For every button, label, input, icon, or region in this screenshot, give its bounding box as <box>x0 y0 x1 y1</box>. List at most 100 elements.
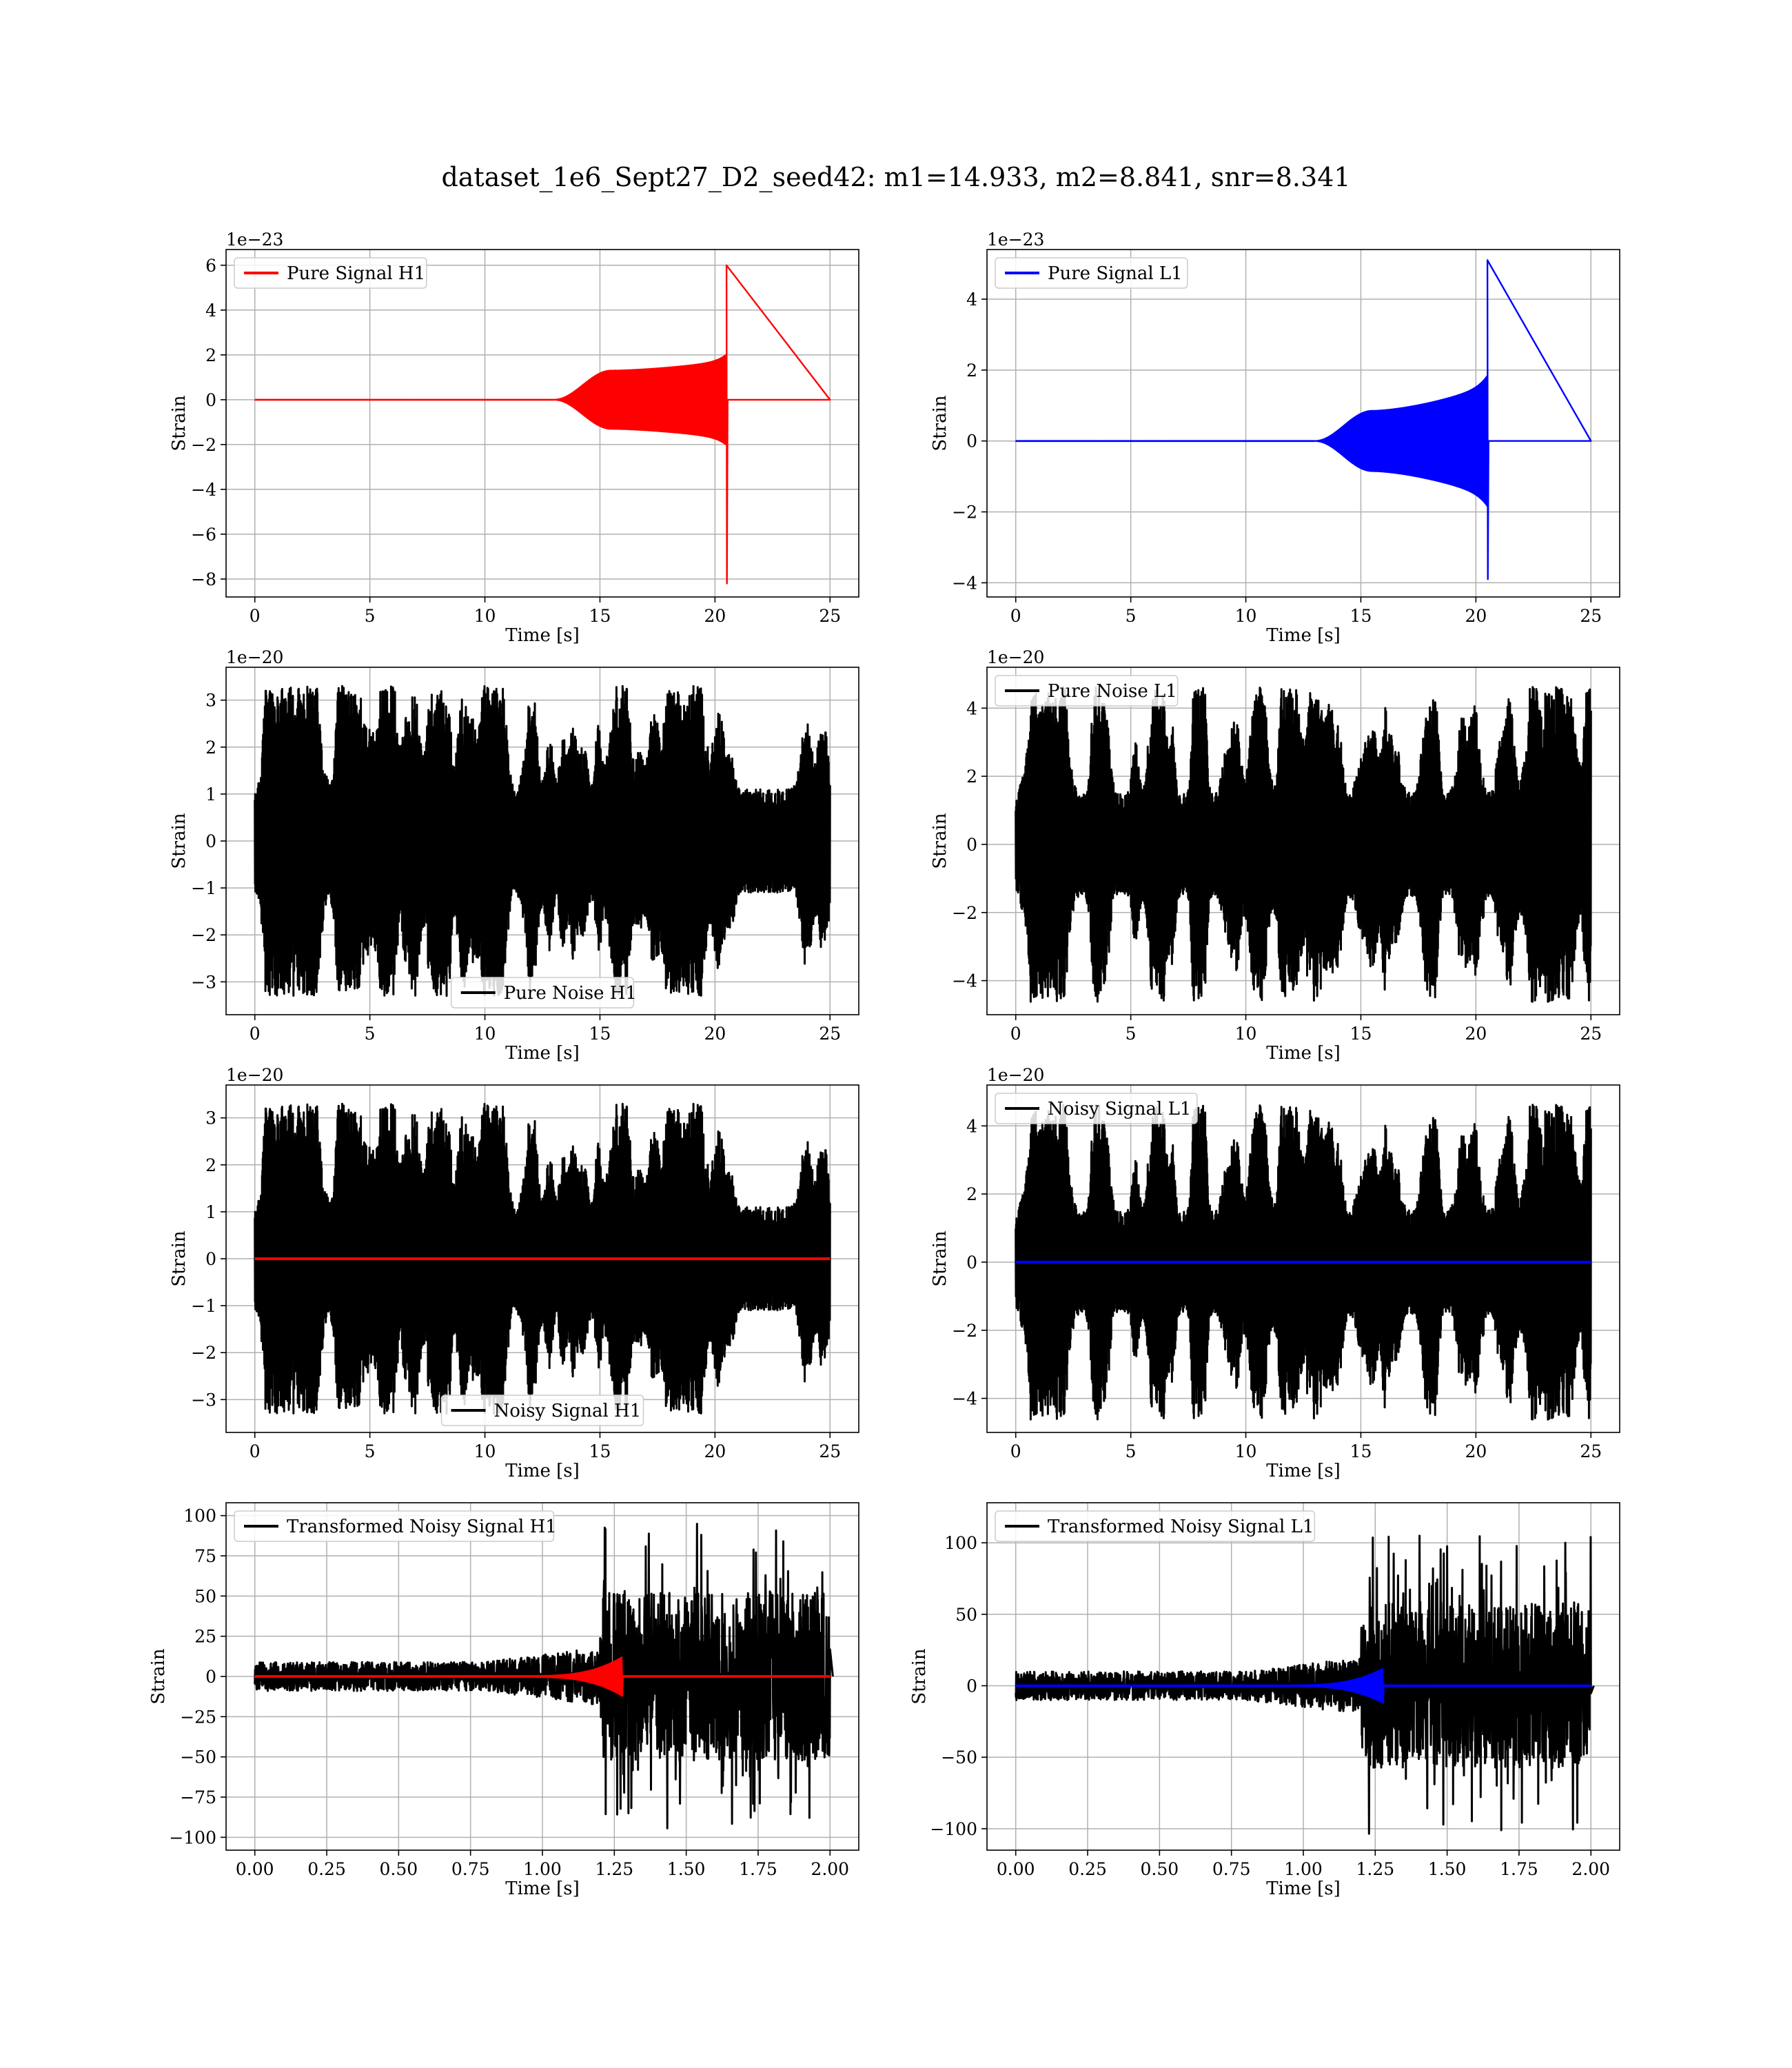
y-tick-label: −2 <box>952 503 977 523</box>
y-tick-label: 100 <box>944 1533 977 1553</box>
x-tick-label: 25 <box>1580 1441 1602 1461</box>
x-tick-label: 20 <box>704 1024 726 1044</box>
y-tick-label: 2 <box>966 767 977 787</box>
y-tick-label: −2 <box>191 1343 216 1363</box>
x-tick-label: 1.50 <box>1428 1859 1467 1879</box>
figure-title: dataset_1e6_Sept27_D2_seed42: m1=14.933,… <box>441 162 1350 193</box>
y-tick-label: −2 <box>191 925 216 945</box>
y-tick-label: −2 <box>191 435 216 455</box>
panel-transformed-noisy-signal-l1: 0.00 0.25 0.50 0.75 1.00 1.25 1.50 1.75 2.00 −100… <box>909 1502 1620 1899</box>
y-tick-label: 25 <box>194 1627 216 1647</box>
y-axis-label: Strain <box>169 395 190 452</box>
x-tick-label: 1.00 <box>1284 1859 1323 1879</box>
panel-transformed-noisy-signal-h1: 0.00 0.25 0.50 0.75 1.00 1.25 1.50 1.75 2.00 −100… <box>148 1502 859 1899</box>
axes-frame <box>986 667 1620 1015</box>
series-group <box>1015 1104 1592 1421</box>
x-tick-label: 25 <box>819 1024 841 1044</box>
x-tick-label: 0.00 <box>997 1859 1035 1879</box>
x-tick-label: 20 <box>704 1441 726 1461</box>
x-tick-label: 10 <box>1235 606 1257 626</box>
x-tick-label: 0.00 <box>236 1859 274 1879</box>
x-tick-label: 1.00 <box>523 1859 562 1879</box>
panel-pure-noise-h1: 0 5 10 15 20 25 −3 −2 −1 0 1 2 3 Time [s] Strain 1e−20 P… <box>169 647 859 1064</box>
series-line <box>1015 259 1592 580</box>
legend-label: Pure Noise L1 <box>1048 681 1177 702</box>
legend-box <box>995 1510 1316 1542</box>
x-tick-label: 15 <box>1350 606 1372 626</box>
x-tick-label: 10 <box>1235 1441 1257 1461</box>
y-tick-label: 1 <box>205 1202 216 1222</box>
legend-box <box>234 1510 555 1542</box>
x-tick-label: 15 <box>589 1441 611 1461</box>
x-tick-label: 1.75 <box>739 1859 777 1879</box>
y-tick-label: 2 <box>966 1184 977 1204</box>
y-tick-label: 4 <box>966 698 977 718</box>
series-line <box>1015 1534 1595 1835</box>
legend-label: Noisy Signal L1 <box>1048 1099 1191 1119</box>
legend-label: Noisy Signal H1 <box>494 1401 642 1421</box>
x-tick-label: 5 <box>365 1441 376 1461</box>
legend-box <box>995 1093 1198 1124</box>
x-tick-label: 15 <box>1350 1024 1372 1044</box>
y-tick-label: −8 <box>191 569 216 589</box>
y-tick-label: −25 <box>180 1707 216 1727</box>
x-tick-label: 0 <box>1010 1024 1021 1044</box>
axes-frame <box>986 249 1620 598</box>
y-tick-label: −2 <box>952 1321 977 1341</box>
series-group <box>254 1102 831 1415</box>
legend-box <box>995 675 1179 707</box>
y-tick-label: −50 <box>941 1747 977 1767</box>
x-tick-label: 25 <box>819 1441 841 1461</box>
panel-pure-signal-h1: 0 5 10 15 20 25 −8 −6 −4 −2 0 2 4 6 Time [s] Strain 1e−2… <box>169 230 859 646</box>
axes-frame <box>225 249 859 598</box>
y-axis-label: Strain <box>148 1648 169 1705</box>
axes-frame <box>986 1084 1620 1433</box>
y-axis-label: Strain <box>930 813 950 869</box>
x-axis-label: Time [s] <box>1266 1043 1341 1064</box>
series-line <box>1015 1104 1592 1421</box>
legend: Pure Signal L1 <box>995 257 1188 289</box>
x-tick-label: 5 <box>1126 1024 1137 1044</box>
x-tick-label: 0 <box>1010 606 1021 626</box>
series-line <box>1015 686 1592 1003</box>
y-axis-label: Strain <box>909 1648 930 1705</box>
x-tick-label: 0.75 <box>1212 1859 1251 1879</box>
legend-box <box>440 1395 644 1426</box>
y-tick-label: 50 <box>955 1605 977 1625</box>
offset-text: 1e−20 <box>987 1065 1044 1085</box>
y-tick-label: 100 <box>183 1506 216 1526</box>
x-tick-label: 15 <box>589 1024 611 1044</box>
x-tick-label: 5 <box>365 606 376 626</box>
x-tick-label: 5 <box>365 1024 376 1044</box>
y-tick-label: 4 <box>205 301 216 321</box>
y-axis-label: Strain <box>930 1230 950 1287</box>
x-tick-label: 10 <box>474 1024 496 1044</box>
x-tick-label: 0.50 <box>1141 1859 1179 1879</box>
series-group <box>1015 259 1592 580</box>
x-tick-label: 0.25 <box>307 1859 346 1879</box>
x-axis-label: Time [s] <box>1266 1461 1341 1481</box>
y-tick-label: 4 <box>966 290 977 310</box>
y-tick-label: 0 <box>205 831 216 851</box>
series-group <box>1015 686 1592 1003</box>
x-tick-label: 0.75 <box>451 1859 490 1879</box>
x-tick-label: 2.00 <box>1571 1859 1610 1879</box>
y-tick-label: −75 <box>180 1787 216 1807</box>
y-tick-label: −4 <box>952 573 977 593</box>
legend: Noisy Signal H1 <box>440 1395 644 1426</box>
legend-label: Pure Noise H1 <box>504 983 637 1004</box>
y-tick-label: 3 <box>205 1108 216 1128</box>
offset-text: 1e−20 <box>226 647 283 667</box>
y-tick-label: 3 <box>205 691 216 711</box>
y-tick-label: 0 <box>205 1249 216 1269</box>
y-axis-label: Strain <box>930 395 950 452</box>
x-tick-label: 2.00 <box>811 1859 849 1879</box>
y-tick-label: 0 <box>966 835 977 855</box>
series-line <box>254 1656 831 1697</box>
x-tick-label: 0 <box>1010 1441 1021 1461</box>
x-tick-label: 5 <box>1126 1441 1137 1461</box>
y-tick-label: 0 <box>205 390 216 410</box>
legend-label: Pure Signal H1 <box>287 263 425 284</box>
x-tick-label: 10 <box>1235 1024 1257 1044</box>
